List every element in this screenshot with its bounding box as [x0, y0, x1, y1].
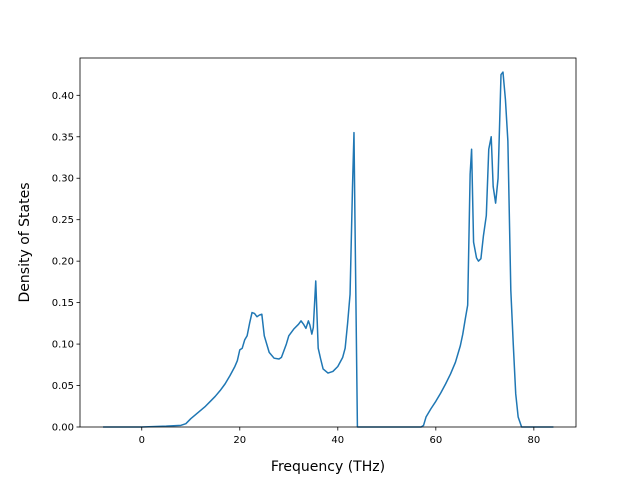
plot-frame	[79, 57, 577, 428]
y-tick-label: 0.40	[52, 91, 74, 102]
y-tick-label: 0.20	[52, 257, 74, 268]
y-axis-label: Density of States	[17, 183, 33, 303]
y-tick-label: 0.10	[52, 340, 74, 351]
y-tick-label: 0.30	[52, 174, 74, 185]
y-tick-label: 0.15	[52, 298, 74, 309]
dos-series-line-0	[103, 71, 554, 428]
y-tick-label: 0.35	[52, 132, 74, 143]
x-tick-label: 0	[139, 435, 145, 446]
y-tick-label: 0.00	[52, 423, 74, 434]
x-axis-label: Frequency (THz)	[271, 459, 385, 475]
y-tick-label: 0.25	[52, 215, 74, 226]
x-tick-label: 80	[527, 435, 540, 446]
x-axis: 0 20 40 60 80	[139, 427, 540, 446]
y-axis: 0.00 0.05 0.10 0.15 0.20 0.25 0.30 0.35 0.40	[52, 91, 80, 434]
x-tick-label: 60	[429, 435, 442, 446]
plot-layer	[103, 71, 554, 428]
x-tick-label: 20	[233, 435, 246, 446]
plot-background	[80, 58, 576, 427]
y-tick-label: 0.05	[52, 381, 74, 392]
x-tick-label: 40	[331, 435, 344, 446]
